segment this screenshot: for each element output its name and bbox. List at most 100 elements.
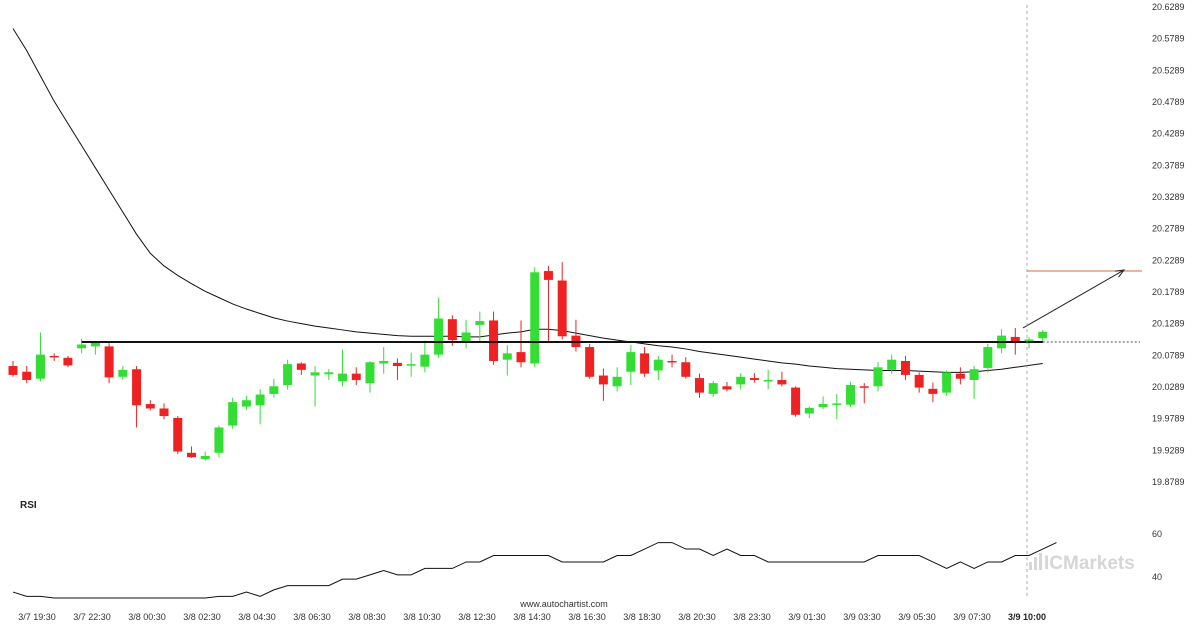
candle [626,345,636,386]
candle-body [420,354,430,367]
candle-body [22,371,32,380]
candle [475,311,485,342]
candle [118,366,128,380]
candle-body [804,407,814,414]
candle-body [516,352,526,363]
rsi-tick-label: 40 [1152,572,1162,582]
rsi-label: RSI [20,500,37,511]
candle [173,416,183,455]
candle [681,357,691,379]
y-tick-label: 20.4289 [1152,129,1185,139]
candle [530,267,540,368]
candle-body [63,357,73,366]
candle [420,340,430,373]
x-tick-label: 3/8 04:30 [238,612,276,622]
candle-body [502,353,512,360]
forecast-projection [1022,269,1142,329]
watermark-logo: ICMarkets [1029,553,1135,574]
candle-body [118,369,128,377]
candle [461,319,471,349]
candle-body [228,402,238,426]
candle [543,265,553,342]
candle [585,343,595,379]
candle-body [818,404,828,408]
watermark-brand: ICMarkets [1044,553,1135,574]
candle [269,378,279,398]
y-tick-label: 20.4789 [1152,97,1185,107]
candle-body [173,417,183,452]
x-tick-label: 3/8 16:30 [568,612,606,622]
candle-body [1024,339,1034,341]
candle-body [475,321,485,325]
candle [1038,329,1048,342]
x-tick-label: 3/8 00:30 [128,612,166,622]
candle-body [942,372,952,393]
candle [365,360,375,393]
candle [708,381,718,398]
candle-body [214,427,224,453]
moving-average [12,28,1043,373]
candle [969,366,979,399]
candle [955,367,965,385]
candle-body [351,373,361,380]
candle-body [1038,331,1048,339]
candle [90,340,100,355]
rsi-indicator [12,542,1057,599]
candle [695,373,704,398]
candle-body [200,455,210,460]
candle-body [667,360,677,363]
forecast-arrowhead [1115,269,1126,278]
candle [598,368,608,401]
candle-body [406,364,416,366]
candle-body [955,373,965,379]
candle [49,353,59,361]
y-tick-label: 20.3789 [1152,160,1185,170]
candle-body [736,376,746,385]
candle [571,319,581,352]
candle-body [969,369,979,380]
candle-body [846,385,856,405]
candle-body [77,344,87,349]
candle-body [310,372,320,376]
candle [63,355,73,368]
candle-body [296,363,306,370]
candle [653,355,663,380]
x-tick-label: 3/8 23:30 [733,612,771,622]
candle [338,349,348,387]
candle [516,320,526,368]
candle [640,347,650,377]
candle-body [35,354,45,379]
candle [159,403,169,420]
candle [612,367,622,392]
candle-body [145,404,155,409]
candle [832,393,842,420]
x-tick-label: 3/9 01:30 [788,612,826,622]
candle [8,360,18,377]
candle [447,315,457,346]
candle [873,362,883,392]
candle [914,372,924,393]
candle-body [269,386,279,394]
candle-body [461,332,471,342]
candle [983,343,993,373]
candle [942,370,952,396]
candle [200,451,210,461]
candle-body [873,367,883,387]
y-tick-label: 19.9789 [1152,414,1185,424]
candle-body [283,364,293,386]
rsi-line [12,542,1057,599]
candle [557,262,567,340]
candle-body [777,379,787,385]
candle [35,332,45,382]
candle [351,367,361,386]
candlesticks [8,262,1048,461]
candle-body [653,359,663,371]
candle-body [749,378,759,380]
candle-body [104,346,114,378]
candle [379,347,389,374]
y-tick-label: 19.9289 [1152,445,1185,455]
candle-body [640,353,650,374]
candle-body [186,452,196,458]
candle-body [489,320,499,361]
candle-body [132,369,142,406]
